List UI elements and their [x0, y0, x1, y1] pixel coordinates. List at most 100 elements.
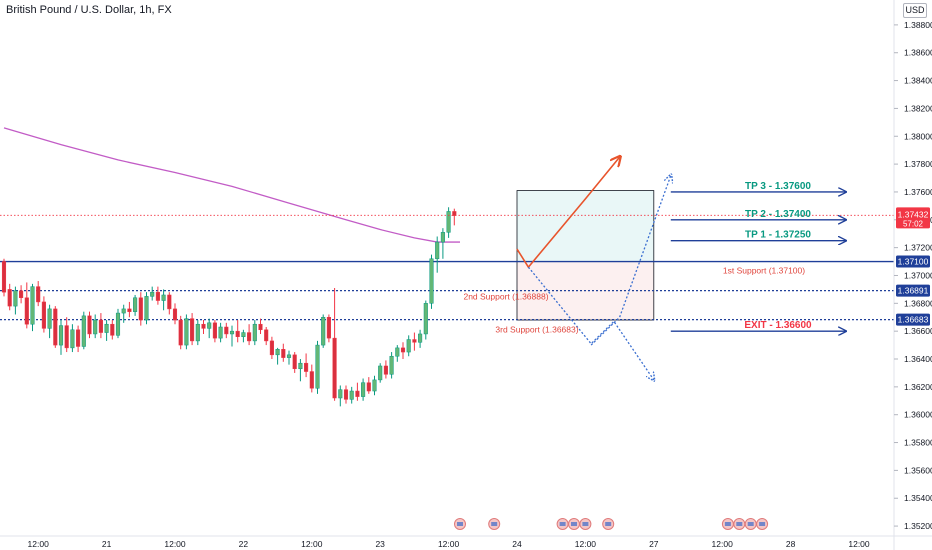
- candle-body: [115, 312, 121, 336]
- scenario-path-3: [590, 175, 671, 346]
- candle-body: [446, 211, 451, 233]
- candle-body: [361, 382, 366, 397]
- candle-body: [423, 303, 428, 335]
- price-tick-label: 1.37000: [904, 270, 932, 280]
- candle-up: [58, 320, 64, 355]
- candle-body: [53, 308, 58, 346]
- plot-area: TP 3 - 1.37600 TP 2 - 1.37400 TP 1 - 1.372…: [0, 127, 894, 530]
- candle-body: [161, 294, 166, 301]
- level-badge-text-2: 1.36891: [898, 286, 929, 296]
- candle-down: [452, 208, 457, 226]
- candle-up: [315, 340, 320, 394]
- candle-body: [395, 347, 400, 357]
- candle-body: [372, 379, 377, 392]
- event-flag: [582, 522, 589, 526]
- candle-body: [258, 323, 263, 331]
- candle-body: [98, 319, 103, 333]
- price-tick-label: 1.38800: [904, 20, 932, 30]
- candle-body: [452, 211, 457, 216]
- candle-down: [355, 382, 360, 401]
- candle-up: [218, 322, 223, 343]
- candle-body: [218, 326, 223, 339]
- candle-body: [355, 390, 360, 397]
- chart-title: British Pound / U.S. Dollar, 1h, FX: [6, 4, 172, 16]
- candle-down: [24, 282, 29, 329]
- price-tick-label: 1.35600: [904, 465, 932, 475]
- candle-body: [133, 297, 138, 312]
- time-tick-label: 12:00: [164, 539, 186, 549]
- candle-body: [13, 290, 18, 307]
- economic-event-icon: [579, 518, 592, 530]
- economic-event-icon: [488, 518, 501, 530]
- price-tick-label: 1.36000: [904, 410, 932, 420]
- candle-body: [224, 326, 229, 335]
- level-badge-text-3: 1.36683: [898, 315, 929, 325]
- economic-event-icon: [454, 518, 466, 530]
- level-badge-3: [896, 313, 930, 326]
- candle-body: [30, 286, 35, 325]
- candle-down: [64, 317, 69, 353]
- candle-up: [423, 300, 428, 340]
- candle-body: [343, 389, 349, 400]
- candle-body: [275, 349, 280, 356]
- candle-down: [41, 296, 46, 333]
- candle-up: [133, 294, 138, 316]
- candle-body: [47, 308, 52, 329]
- candle-down: [400, 342, 406, 360]
- economic-event-icon: [744, 518, 757, 530]
- candle-body: [127, 308, 132, 312]
- candle-up: [418, 329, 423, 348]
- candle-down: [258, 318, 263, 334]
- event-flag: [747, 522, 754, 526]
- price-axis: 1.38800 1.38600 1.38400 1.38200 1.38000 1.378…: [893, 0, 932, 550]
- price-tick-label: 1.35400: [904, 493, 932, 503]
- price-tick-label: 1.36400: [904, 354, 932, 364]
- economic-event-icon: [721, 518, 734, 530]
- candle-body: [304, 362, 309, 372]
- candle-body: [429, 258, 434, 304]
- candle-up: [275, 347, 280, 365]
- candle-up: [446, 207, 451, 238]
- candle-body: [247, 332, 252, 342]
- candle-down: [212, 320, 217, 343]
- economic-event-icon: [568, 518, 580, 530]
- moving-average-line: [3, 127, 460, 243]
- candle-body: [286, 354, 292, 358]
- target-label-2: TP 2 - 1.37400: [745, 209, 811, 220]
- candle-body: [195, 323, 200, 342]
- candle-body: [292, 354, 297, 370]
- event-flag: [605, 522, 612, 526]
- candle-down: [332, 288, 337, 401]
- price-tick-label: 1.35200: [904, 521, 932, 531]
- candle-body: [378, 365, 383, 381]
- price-tick-label: 1.36600: [904, 326, 932, 336]
- candle-body: [178, 319, 183, 346]
- candle-body: [435, 241, 440, 260]
- candle-body: [144, 296, 149, 321]
- price-tick-label: 1.36800: [904, 298, 932, 308]
- event-flag: [736, 522, 743, 526]
- candle-body: [241, 332, 246, 337]
- candle-down: [1, 258, 7, 297]
- candle-body: [19, 290, 24, 299]
- time-tick-label: 12:00: [28, 539, 50, 549]
- price-tick-label: 1.37800: [904, 159, 932, 169]
- candle-body: [229, 330, 235, 335]
- candle-body: [298, 362, 303, 370]
- support-label-2: 2nd Support (1.36888): [463, 292, 548, 302]
- candle-down: [201, 320, 206, 334]
- candle-body: [400, 347, 406, 353]
- candle-body: [190, 318, 195, 342]
- candle-body: [1, 261, 7, 293]
- countdown-text: 57:02: [903, 219, 924, 228]
- time-tick-label: 12:00: [848, 539, 870, 549]
- currency-badge[interactable]: USD: [903, 3, 927, 18]
- candle-body: [349, 390, 354, 400]
- level-badge-2: [896, 284, 930, 297]
- candle-body: [70, 329, 75, 349]
- candle-body: [281, 349, 286, 358]
- candle-down: [343, 385, 349, 404]
- candle-up: [298, 359, 303, 382]
- candle-up: [195, 320, 200, 346]
